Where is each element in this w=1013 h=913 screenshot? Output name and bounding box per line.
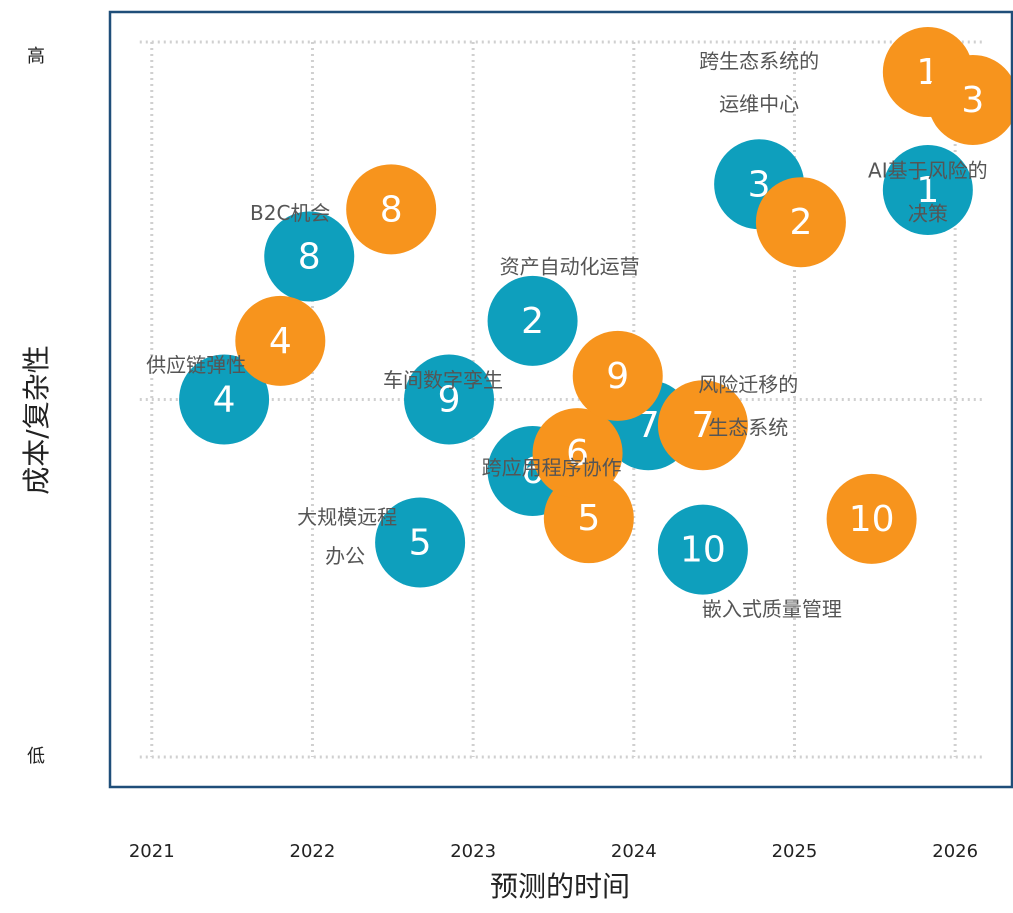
x-tick-label: 2022 [290,841,336,862]
bubble-label: 8 [298,237,321,278]
bubble-label: 2 [789,202,812,243]
point-name: 跨生态系统的 [699,49,819,73]
bubble [532,408,623,499]
bubble [657,504,748,595]
bubble-label: 10 [680,530,726,571]
x-tick-label: 2026 [932,841,978,862]
bubble [346,164,437,255]
bubble-label: 2 [521,301,544,342]
bubble [404,354,495,445]
bubble-label: 6 [566,433,589,474]
point-name: 资产自动化运营 [500,254,640,278]
bubble-label: 3 [748,164,771,205]
bubble-label: 3 [961,80,984,121]
bubble [657,380,748,471]
bubble [572,330,663,421]
point-name: 嵌入式质量管理 [702,597,842,621]
point-name: 供应链弹性 [146,353,246,377]
bubble [264,211,355,302]
y-tick-label: 高 [27,46,45,67]
y-tick-label: 低 [27,746,45,767]
bubble [755,177,846,268]
x-tick-label: 2025 [772,841,818,862]
y-axis-title: 成本/复杂性 [20,345,53,494]
bubble-label: 8 [380,189,403,230]
bubble [826,473,917,564]
point-name: 生态系统 [708,416,788,440]
bubble [179,354,270,445]
x-axis-title: 预测的时间 [490,870,630,903]
point-name: B2C机会 [250,201,330,225]
grid [139,40,986,759]
point-name: 跨应用程序协作 [482,455,622,479]
bubble-label: 5 [409,522,432,563]
bubble-label: 4 [269,321,292,362]
bubble [375,497,466,588]
bubble-label: 7 [691,405,714,446]
point-name: AI基于风险的 [868,159,988,183]
bubble [882,145,973,236]
bubble-label: 5 [577,498,600,539]
bubble-label: 1 [916,170,939,211]
bubble [235,295,326,386]
bubble-label: 7 [637,405,660,446]
x-tick-label: 2024 [611,841,657,862]
bubble-label: 9 [438,380,461,421]
point-name: 决策 [908,202,948,226]
point-name: 运维中心 [719,92,799,116]
bubble-label: 9 [606,356,629,397]
bubble [927,54,1013,145]
point-name: 车间数字孪生 [383,368,503,392]
point-name: 办公 [325,544,365,568]
bubble-label: 4 [213,380,236,421]
x-tick-label: 2023 [450,841,496,862]
bubble [487,275,578,366]
x-tick-label: 2021 [129,841,175,862]
point-name: 大规模远程 [297,505,397,529]
bubble-label: 10 [849,499,895,540]
point-name: 风险迁移的 [698,373,798,397]
plot-frame [108,10,1013,789]
